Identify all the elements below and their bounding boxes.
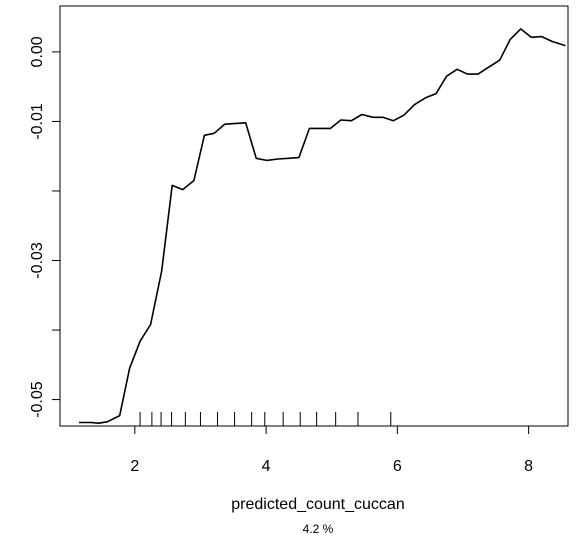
chart-subtitle: 4.2 % <box>303 522 334 536</box>
x-tick-label: 4 <box>262 458 271 475</box>
series-line <box>79 28 566 424</box>
y-axis: 0.00 -0.01 -0.03 -0.05 <box>29 36 60 418</box>
x-axis: 2 4 6 8 <box>130 426 533 475</box>
y-tick-label: -0.05 <box>29 381 46 418</box>
x-axis-label: predicted_count_cuccan <box>231 496 404 513</box>
x-tick-label: 2 <box>130 458 139 475</box>
x-tick-label: 6 <box>393 458 402 475</box>
y-tick-label: -0.01 <box>29 103 46 140</box>
y-tick-label: 0.00 <box>29 36 46 67</box>
plot-frame <box>59 5 569 427</box>
y-tick-label: -0.03 <box>29 242 46 279</box>
rug-marks <box>139 412 392 426</box>
x-tick-label: 8 <box>524 458 533 475</box>
